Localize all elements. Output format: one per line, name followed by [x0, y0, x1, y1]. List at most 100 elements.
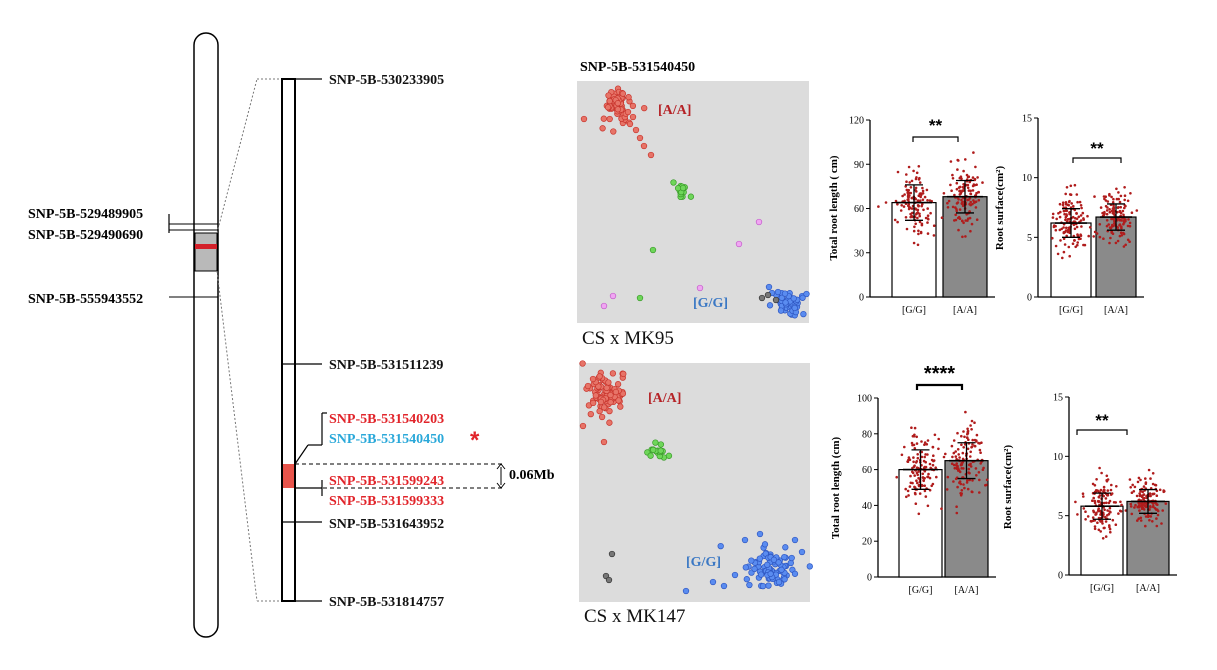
data-point: [1065, 234, 1068, 238]
data-point: [1144, 524, 1147, 528]
data-point: [1126, 224, 1130, 228]
data-point: [922, 479, 925, 483]
cluster-point-ag: [636, 294, 644, 302]
data-point: [1151, 520, 1154, 523]
data-point: [1105, 479, 1108, 482]
cluster-point-aa: [579, 422, 587, 430]
population-label: CS x MK95: [582, 328, 674, 349]
data-point: [1107, 223, 1110, 226]
data-point: [913, 447, 917, 450]
data-point: [1112, 501, 1116, 504]
data-point: [954, 450, 957, 453]
data-point: [1108, 525, 1111, 529]
data-point: [956, 448, 960, 451]
data-point: [1099, 520, 1102, 523]
data-point: [903, 199, 906, 203]
cluster-point-aa: [605, 92, 612, 99]
data-point: [962, 221, 965, 225]
data-point: [940, 507, 943, 511]
data-point: [1126, 199, 1130, 203]
data-point: [1102, 237, 1105, 240]
data-point: [1111, 518, 1115, 522]
data-point: [942, 455, 946, 459]
data-point: [907, 198, 910, 202]
data-point: [1110, 209, 1114, 213]
data-point: [907, 165, 911, 169]
cluster-point-gg: [682, 587, 690, 595]
data-point: [970, 428, 973, 431]
data-point: [916, 456, 920, 460]
cluster-point-gg: [764, 561, 771, 568]
data-point: [971, 184, 975, 188]
data-point: [1104, 497, 1108, 500]
zoom-marker-label: SNP-5B-531643952: [329, 517, 444, 532]
zoom-marker-label: SNP-5B-531511239: [329, 358, 443, 373]
chromosome-region-highlight: [194, 232, 218, 272]
data-point: [1155, 524, 1159, 528]
data-point: [918, 199, 922, 202]
data-point: [1111, 211, 1115, 215]
data-point: [1073, 227, 1077, 231]
data-point: [1122, 245, 1126, 248]
significance-label: **: [1095, 411, 1109, 430]
cluster-point-gg: [757, 571, 765, 578]
data-point: [955, 505, 958, 509]
significance-label: **: [929, 116, 943, 135]
data-point: [930, 484, 933, 488]
data-point: [1124, 243, 1127, 247]
data-point: [946, 475, 950, 479]
data-point: [981, 181, 984, 184]
cluster-point-gg: [770, 556, 778, 563]
data-point: [1103, 508, 1106, 512]
data-point: [971, 176, 975, 179]
data-point: [1111, 224, 1114, 227]
cluster-point-aa: [579, 360, 586, 367]
cluster-point-ag: [650, 446, 657, 454]
y-axis-label: Total root length (cm): [830, 436, 842, 539]
cluster-point-gg: [746, 581, 753, 589]
data-point: [974, 206, 978, 209]
cluster-point-aa: [620, 370, 627, 378]
data-point: [1109, 510, 1112, 514]
cluster-point-aa: [629, 102, 637, 110]
data-point: [1110, 217, 1113, 221]
data-point: [1120, 503, 1123, 507]
data-point: [1095, 232, 1099, 235]
data-point: [957, 453, 960, 456]
data-point: [921, 192, 925, 195]
data-point: [1079, 214, 1083, 217]
cluster-point-gg: [742, 564, 749, 571]
data-point: [896, 203, 899, 206]
data-point: [1104, 520, 1108, 523]
cluster-point-ag: [679, 184, 687, 192]
cluster-point-gg: [806, 563, 813, 570]
data-point: [970, 445, 974, 449]
data-point: [1093, 499, 1097, 503]
cluster-point-gg: [799, 294, 806, 301]
data-point: [966, 186, 970, 190]
data-point: [916, 481, 919, 485]
data-point: [1098, 466, 1101, 470]
data-point: [1151, 482, 1155, 486]
data-point: [962, 446, 965, 449]
data-point: [955, 511, 959, 515]
data-point: [1149, 494, 1152, 498]
data-point: [921, 189, 925, 193]
data-point: [1156, 513, 1160, 517]
y-tick-label: 10: [1053, 452, 1063, 463]
data-point: [1091, 499, 1094, 503]
data-point: [1069, 193, 1073, 196]
data-point: [926, 475, 930, 479]
data-point: [954, 455, 958, 458]
data-point: [1116, 206, 1120, 209]
cluster-point-gg: [761, 541, 769, 548]
data-point: [1123, 206, 1126, 210]
data-point: [923, 484, 926, 488]
zoom-marker-label: SNP-5B-531814757: [329, 595, 444, 610]
y-tick-label: 15: [1022, 114, 1032, 125]
data-point: [911, 470, 914, 474]
data-point: [971, 479, 974, 482]
data-point: [905, 180, 908, 183]
data-point: [953, 466, 957, 470]
data-point: [969, 200, 972, 204]
